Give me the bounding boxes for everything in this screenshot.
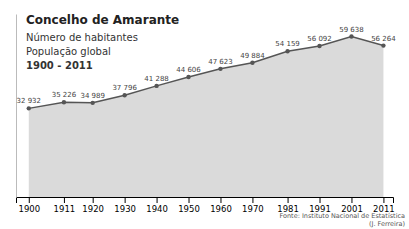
data-label: 44 606 (176, 66, 201, 74)
marks (27, 34, 386, 197)
title-block: Concelho de Amarante Número de habitantes… (26, 13, 179, 71)
x-tick: 1930 (114, 197, 136, 214)
x-tick-label: 1970 (242, 204, 264, 214)
data-label: 41 288 (144, 75, 169, 83)
point (27, 106, 31, 110)
x-tick-label: 1960 (210, 204, 232, 214)
data-label: 32 932 (17, 97, 42, 105)
x-tick-label: 1930 (114, 204, 136, 214)
data-label: 54 159 (275, 40, 300, 48)
point (90, 101, 94, 105)
x-tick-mark (157, 197, 158, 203)
x-tick-mark (189, 197, 190, 203)
subtitle: 1900 - 2011 (26, 60, 93, 71)
data-label: 35 226 (52, 91, 77, 99)
x-tick: 1900 (18, 197, 40, 214)
x-tick: 1970 (242, 197, 264, 214)
subtitle: Número de habitantes (26, 32, 138, 43)
x-tick-mark (125, 197, 126, 203)
point (250, 61, 254, 65)
point (381, 43, 385, 47)
point (317, 44, 321, 48)
point (122, 93, 126, 97)
data-label: 56 264 (371, 35, 396, 43)
x-tick-mark (29, 197, 30, 203)
x-tick-label: 1911 (54, 204, 76, 214)
x-axis-line (17, 198, 394, 204)
x-tick-mark (320, 197, 321, 203)
y-axis-line (16, 15, 17, 198)
x-tick: 1950 (178, 197, 200, 214)
annotation: (J. Ferreira) (369, 220, 405, 228)
data-label: 59 638 (339, 26, 364, 34)
x-tick: 1940 (146, 197, 168, 214)
title: Concelho de Amarante (26, 13, 179, 27)
point (349, 34, 353, 38)
x-tick: 1911 (54, 197, 76, 214)
x-tick-label: 1920 (82, 204, 104, 214)
plot: 1900191119201930194019501960197019811991… (17, 15, 397, 215)
x-tick-mark (64, 197, 65, 203)
chart: 1900191119201930194019501960197019811991… (0, 0, 409, 229)
data-label: 47 623 (208, 58, 233, 66)
x-tick: 1920 (82, 197, 104, 214)
x-tick-mark (252, 197, 253, 203)
point (218, 67, 222, 71)
data-label: 37 796 (112, 84, 137, 92)
point (62, 100, 66, 104)
x-tick-label: 1940 (146, 204, 168, 214)
point (186, 75, 190, 79)
x-tick-mark (220, 197, 221, 203)
data-labels: 32 932 35 22634 989 37 796 41 288 44 606 47 6… (17, 26, 397, 106)
data-label: 34 989 (80, 92, 105, 100)
x-tick-mark (93, 197, 94, 203)
subtitle: População global (26, 46, 111, 57)
data-label: 56 092 (307, 35, 332, 43)
y-axis (16, 15, 17, 198)
data-label: 49 884 (240, 52, 265, 60)
x-tick: 1960 (210, 197, 232, 214)
point (154, 84, 158, 88)
x-tick-label: 1900 (18, 204, 40, 214)
x-tick-mark (288, 197, 289, 203)
x-tick-label: 1950 (178, 204, 200, 214)
annotation: Fonte: Instituto Nacional de Estatística (280, 212, 406, 220)
x-tick-mark (383, 197, 384, 203)
x-tick-mark (351, 197, 352, 203)
point (285, 49, 289, 53)
